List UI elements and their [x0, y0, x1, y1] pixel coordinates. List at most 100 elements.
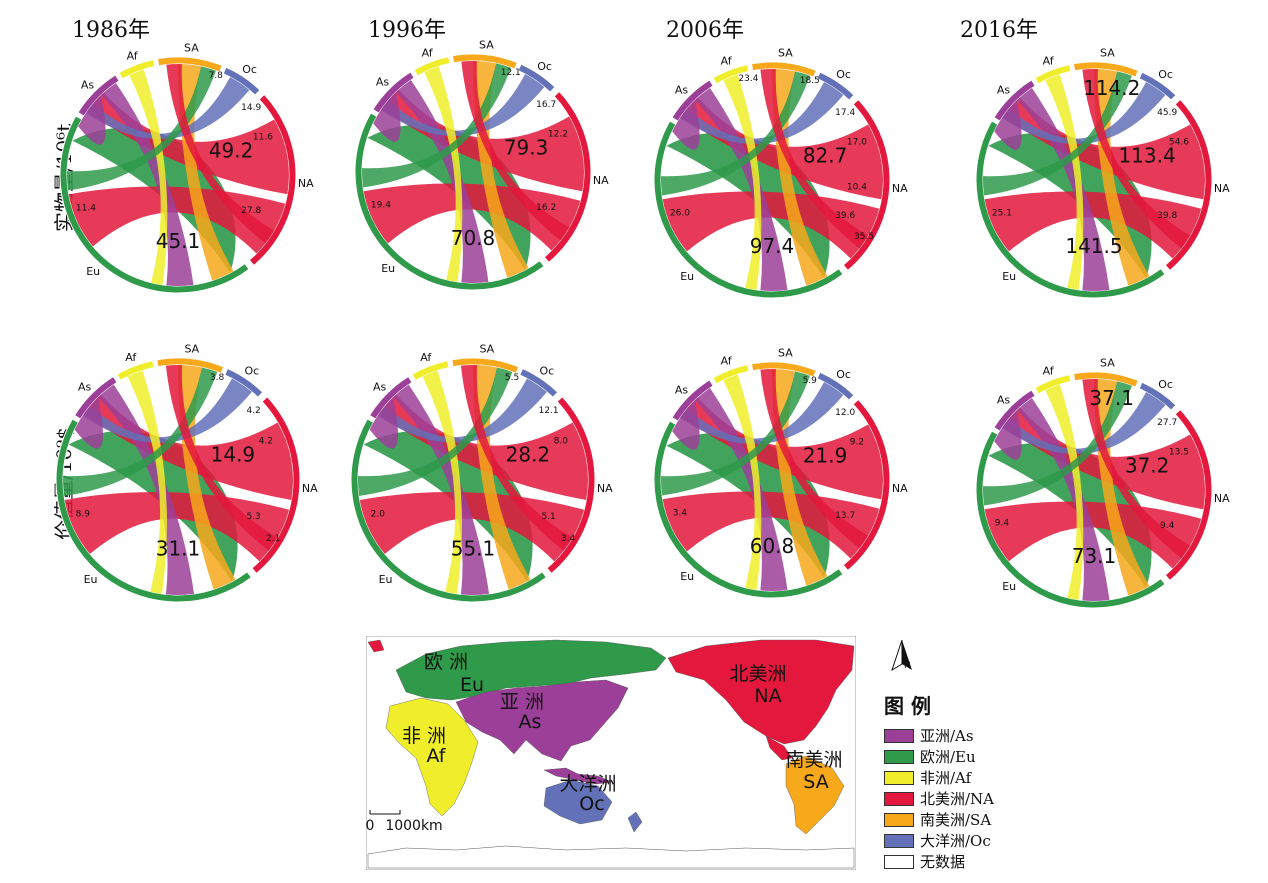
flow-value-small: 10.4 — [847, 182, 867, 192]
ribbon-eu-7 — [983, 71, 1132, 196]
region-code-af: Af — [721, 355, 733, 368]
region-code-af: Af — [420, 351, 432, 364]
ribbon-af-6 — [127, 370, 167, 594]
region-code-na: NA — [892, 482, 908, 495]
legend-swatch — [884, 854, 914, 869]
flow-value-small: 35.5 — [854, 232, 874, 242]
flow-value-small: 11.6 — [253, 133, 273, 143]
ribbon-as-3 — [694, 387, 788, 591]
flow-value-label: 97.4 — [750, 234, 795, 258]
flow-value-small: 18.5 — [800, 76, 820, 86]
ribbon-oc-5 — [380, 73, 545, 137]
flow-value-small: 12.1 — [501, 68, 521, 78]
flow-value-small: 2.1 — [266, 534, 280, 544]
region-code-na: NA — [1214, 182, 1230, 195]
flow-value-small: 4.2 — [246, 406, 260, 416]
map-label-eu: 欧 洲 — [424, 651, 468, 673]
region-code-as: As — [78, 381, 92, 394]
map-label-sa-code: SA — [803, 771, 828, 793]
ribbon-as-3 — [395, 79, 489, 283]
legend-swatch — [884, 770, 914, 785]
flow-value-label: 113.4 — [1118, 143, 1175, 167]
ribbon-as-3 — [393, 384, 490, 595]
region-code-oc: Oc — [836, 368, 851, 381]
region-code-af: Af — [721, 55, 733, 68]
region-code-eu: Eu — [379, 573, 393, 586]
flow-value-small: 5.5 — [505, 373, 519, 383]
ribbon-na-8 — [760, 68, 869, 249]
year-label-1996: 1996年 — [368, 18, 446, 43]
flow-value-small: 8.9 — [76, 510, 91, 520]
ribbon-eu-7 — [983, 381, 1132, 506]
flow-value-label: 45.1 — [156, 229, 201, 253]
region-code-oc: Oc — [244, 365, 259, 378]
flow-value-small: 7.8 — [209, 71, 224, 81]
legend-item: 南美洲/SA — [884, 809, 1084, 830]
legend-item: 无数据 — [884, 851, 1084, 872]
legend-title: 图 例 — [884, 694, 931, 718]
region-arc-oc — [816, 371, 855, 401]
region-code-na: NA — [302, 482, 318, 495]
world-map: 欧 洲 Eu 亚 洲 As 非 洲 Af 大洋洲 Oc 北美洲 NA 南美洲 S… — [366, 636, 856, 870]
ribbon-eu-7 — [358, 367, 513, 497]
flow-value-small: 39.8 — [1157, 211, 1177, 221]
flow-value-small: 9.4 — [995, 518, 1010, 528]
ribbon-af-6 — [129, 69, 168, 285]
flow-value-small: 5.9 — [803, 376, 818, 386]
greenland-fragment — [367, 639, 385, 653]
flow-value-small: 26.0 — [670, 208, 690, 218]
year-label-1986: 1986年 — [72, 18, 150, 43]
flow-value-small: 16.7 — [536, 100, 556, 110]
south-america-region — [785, 755, 845, 835]
flow-value-small: 25.1 — [992, 208, 1012, 218]
ribbon-af-6 — [723, 374, 762, 590]
flow-value-small: 9.4 — [1160, 521, 1175, 531]
flow-value-small: 39.6 — [835, 211, 855, 221]
ribbon-oc-5 — [377, 378, 547, 443]
ribbon-as-3 — [1016, 397, 1110, 601]
map-label-na-code: NA — [754, 685, 781, 707]
flow-value-small: 11.4 — [76, 203, 96, 213]
ribbon-oc-5 — [1001, 81, 1166, 145]
legend-label: 非洲/Af — [920, 769, 972, 787]
region-arc-af — [116, 360, 155, 382]
legend-label: 北美洲/NA — [920, 790, 995, 808]
flow-value-small: 27.8 — [241, 206, 261, 216]
region-code-sa: SA — [1100, 47, 1115, 60]
region-code-na: NA — [892, 182, 908, 195]
flow-value-label: 37.2 — [1125, 453, 1170, 477]
flow-value-small: 5.3 — [246, 512, 260, 522]
region-code-sa: SA — [184, 343, 199, 356]
region-code-oc: Oc — [1158, 378, 1173, 391]
legend-swatch — [884, 728, 914, 743]
flow-value-label: 21.9 — [803, 443, 848, 467]
europe-region — [395, 639, 667, 701]
ribbon-as-self — [369, 397, 398, 449]
flow-value-small: 45.9 — [1157, 108, 1177, 118]
flow-value-small: 3.4 — [673, 508, 688, 518]
legend-label: 欧洲/Eu — [920, 748, 976, 766]
map-label-sa: 南美洲 — [785, 749, 842, 771]
ribbon-as-self — [78, 95, 106, 145]
ribbon-na-8 — [1082, 379, 1191, 559]
flow-value-small: 17.0 — [847, 138, 867, 148]
ribbon-af-6 — [1045, 384, 1084, 600]
flow-value-small: 13.5 — [1169, 448, 1189, 458]
flow-value-small: 16.2 — [536, 203, 556, 213]
region-code-oc: Oc — [242, 63, 257, 76]
flow-value-label: 28.2 — [506, 443, 551, 467]
north-arrow-icon: N — [891, 639, 912, 672]
region-arc-af — [118, 58, 156, 80]
legend-swatch — [884, 749, 914, 764]
ribbon-na-8 — [760, 369, 869, 549]
flow-value-small: 12.2 — [548, 130, 568, 140]
region-arc-af — [712, 63, 750, 85]
region-arc-af — [1034, 63, 1072, 85]
map-label-as: 亚 洲 — [500, 691, 544, 713]
region-code-eu: Eu — [680, 570, 694, 583]
legend-swatch — [884, 812, 914, 827]
flow-value-small: 12.1 — [539, 406, 559, 416]
north-arrow-label: N — [904, 661, 911, 671]
flow-value-small: 9.2 — [850, 438, 864, 448]
region-arc-af — [413, 55, 451, 77]
